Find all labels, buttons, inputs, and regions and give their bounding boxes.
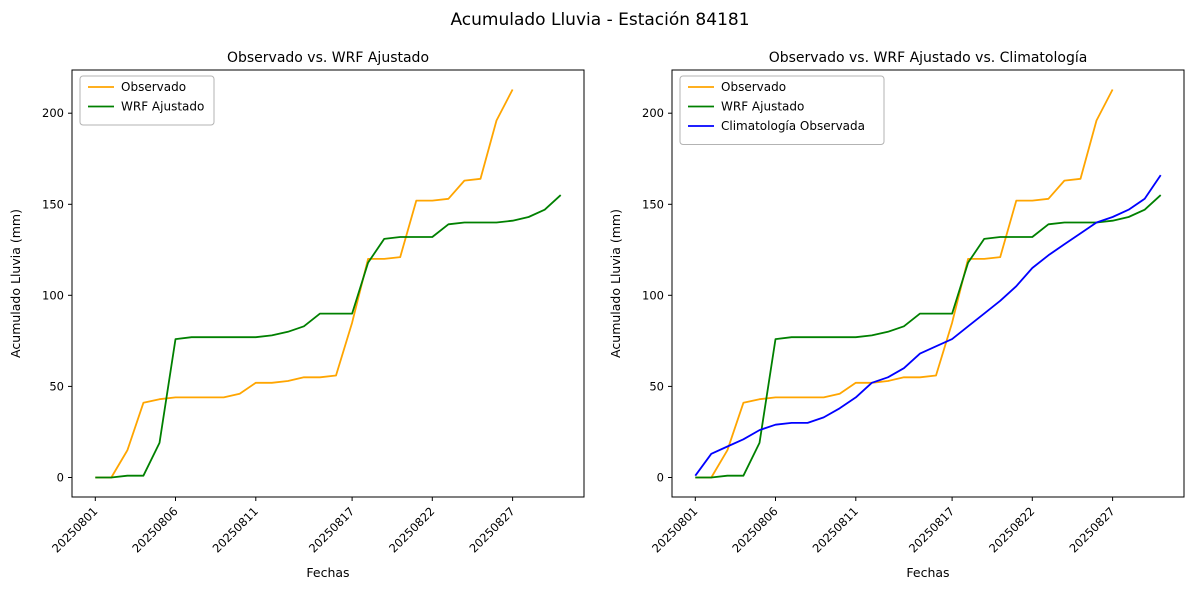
x-tick-label: 20250827 bbox=[466, 504, 517, 555]
chart-observado-vs-wrf-vs-climatologia: 0 50 100 150 200 20250801 20250806 20250811 2025… bbox=[608, 50, 1185, 580]
x-tick-label: 20250817 bbox=[906, 504, 957, 555]
chart-observado-vs-wrf: 0 50 100 150 200 20250801 20250806 20250811 2025… bbox=[8, 50, 585, 580]
legend-box bbox=[679, 75, 885, 145]
series-line-observado bbox=[695, 89, 1114, 479]
subplot-title: Observado vs. WRF Ajustado bbox=[227, 50, 429, 66]
y-tick-label: 50 bbox=[649, 379, 664, 393]
legend-box bbox=[79, 75, 215, 126]
subplot-title: Observado vs. WRF Ajustado vs. Climatolo… bbox=[769, 50, 1088, 66]
y-tick-label: 100 bbox=[642, 288, 664, 302]
x-axis-label: Fechas bbox=[306, 565, 349, 580]
axes-frame bbox=[71, 69, 585, 498]
series-line-climatologia-observada bbox=[694, 174, 1162, 477]
series-line-wrf-ajustado bbox=[695, 194, 1162, 479]
axes-frame bbox=[671, 69, 1185, 498]
y-tick-label: 0 bbox=[657, 471, 664, 485]
x-tick-label: 20250811 bbox=[210, 504, 261, 555]
x-tick-label: 20250827 bbox=[1066, 504, 1117, 555]
x-tick-label: 20250811 bbox=[810, 504, 861, 555]
x-axis-label: Fechas bbox=[906, 565, 949, 580]
y-tick-label: 150 bbox=[642, 197, 664, 211]
y-axis-label: Acumulado Lluvia (mm) bbox=[608, 209, 623, 358]
y-tick-label: 50 bbox=[49, 379, 64, 393]
x-tick-label: 20250822 bbox=[386, 504, 437, 555]
legend-label-wrf-ajustado: WRF Ajustado bbox=[121, 100, 204, 114]
legend-label-climatologia-observada: Climatología Observada bbox=[721, 119, 865, 133]
legend-label-wrf-ajustado: WRF Ajustado bbox=[721, 100, 804, 114]
figure-title: Acumulado Lluvia - Estación 84181 bbox=[450, 10, 750, 30]
y-tick-label: 200 bbox=[642, 106, 664, 120]
y-tick-label: 0 bbox=[57, 471, 64, 485]
y-tick-label: 200 bbox=[42, 106, 64, 120]
x-tick-label: 20250822 bbox=[986, 504, 1037, 555]
series-line-observado bbox=[95, 89, 514, 479]
x-tick-label: 20250806 bbox=[129, 504, 180, 555]
legend-label-observado: Observado bbox=[721, 80, 786, 94]
series-line-wrf-ajustado bbox=[95, 194, 562, 479]
x-tick-label: 20250801 bbox=[49, 504, 100, 555]
x-tick-label: 20250817 bbox=[306, 504, 357, 555]
y-tick-label: 100 bbox=[42, 288, 64, 302]
y-axis-label: Acumulado Lluvia (mm) bbox=[8, 209, 23, 358]
y-tick-label: 150 bbox=[42, 197, 64, 211]
legend-label-observado: Observado bbox=[121, 80, 186, 94]
x-tick-label: 20250806 bbox=[729, 504, 780, 555]
x-tick-label: 20250801 bbox=[649, 504, 700, 555]
charts-row: 0 50 100 150 200 20250801 20250806 20250811 2025… bbox=[0, 45, 1200, 600]
